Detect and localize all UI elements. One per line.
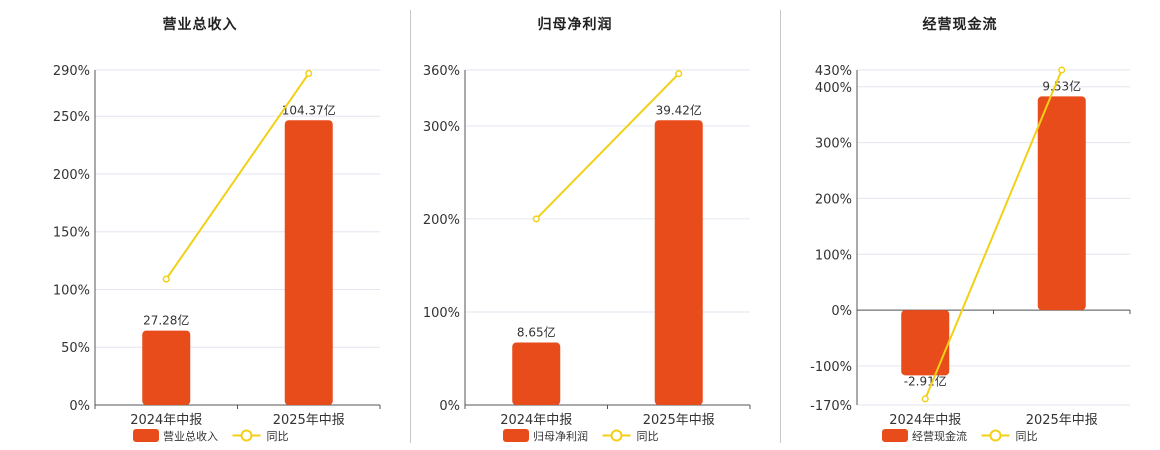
y-tick-label: 200% (815, 192, 852, 207)
y-tick-label: 0% (69, 399, 90, 414)
panel-net-profit: 归母净利润 0% 100% 200% 300% 360% 8.65亿 39.42亿 2024年… (375, 0, 775, 450)
y-tick-label: -100% (810, 360, 852, 375)
chart-title: 经营现金流 (922, 17, 998, 33)
chart-title: 归母净利润 (537, 17, 613, 33)
revenue-chart: 0% 50% 100% 150% 200% 250% 290% 27.28亿 104.37亿 20… (53, 64, 381, 443)
yoy-point (921, 395, 929, 403)
x-tick-label: 2024年中报 (889, 413, 961, 428)
net-profit-chart: 0% 100% 200% 300% 360% 8.65亿 39.42亿 2024年中报 2025… (423, 64, 751, 443)
panel-cashflow: 经营现金流 -170% -100% 0% 100% 200% 300% 400% 430% -2… (760, 0, 1160, 450)
y-tick-label: 290% (53, 64, 90, 79)
bar (1037, 96, 1086, 311)
y-tick-label: 200% (53, 168, 90, 183)
legend-bar-label: 营业总收入 (163, 429, 218, 443)
legend-line-marker (240, 429, 253, 442)
yoy-point (675, 70, 683, 78)
legend-line-label: 同比 (1016, 430, 1038, 443)
legend-line-marker (610, 429, 623, 442)
y-tick-label: -170% (810, 399, 852, 414)
legend-bar-swatch (882, 429, 908, 442)
x-tick-label: 2025年中报 (643, 413, 715, 428)
yoy-line (535, 73, 680, 220)
y-tick-label: 150% (53, 226, 90, 241)
x-tick-label: 2024年中报 (130, 413, 202, 428)
bar-value-label: -2.91亿 (904, 373, 947, 388)
bar (142, 330, 191, 405)
yoy-point (532, 215, 540, 223)
legend-bar-swatch (133, 429, 159, 442)
y-tick-label: 360% (423, 64, 460, 79)
x-tick-label: 2024年中报 (500, 413, 572, 428)
y-tick-label: 430% (815, 64, 852, 79)
legend-bar-label: 经营现金流 (912, 429, 967, 443)
y-tick-label: 300% (423, 120, 460, 135)
yoy-point (1058, 66, 1066, 74)
y-tick-label: 250% (53, 110, 90, 125)
bar (512, 342, 561, 405)
y-tick-label: 400% (815, 81, 852, 96)
bar-value-label: 27.28亿 (143, 313, 189, 328)
divider (410, 10, 411, 443)
chart-title: 营业总收入 (162, 17, 238, 33)
legend-line-marker (989, 429, 1002, 442)
y-tick-label: 100% (815, 248, 852, 263)
cashflow-chart: -170% -100% 0% 100% 200% 300% 400% 430% -2.91亿 9.… (810, 64, 1131, 443)
yoy-point (162, 275, 170, 283)
bar-value-label: 9.53亿 (1042, 78, 1081, 93)
bar (284, 120, 333, 405)
legend-bar-label: 归母净利润 (533, 429, 588, 443)
y-tick-label: 50% (61, 341, 90, 356)
legend-line-label: 同比 (637, 430, 659, 443)
yoy-line (924, 69, 1063, 400)
bar-value-label: 8.65亿 (517, 325, 556, 340)
legend-line-label: 同比 (267, 430, 289, 443)
bar-value-label: 104.37亿 (282, 102, 336, 117)
yoy-line (165, 72, 310, 280)
bar (654, 120, 703, 405)
bar (901, 310, 950, 376)
bar-value-label: 39.42亿 (656, 102, 702, 117)
x-tick-label: 2025年中报 (273, 413, 345, 428)
y-tick-label: 300% (815, 137, 852, 152)
y-tick-label: 0% (439, 399, 460, 414)
panel-revenue: 营业总收入 0% 50% 100% 150% 200% 250% 290% 27.28亿 104… (0, 0, 400, 450)
x-tick-label: 2025年中报 (1026, 413, 1098, 428)
divider (780, 10, 781, 443)
y-tick-label: 0% (831, 304, 852, 319)
y-tick-label: 100% (53, 283, 90, 298)
legend-bar-swatch (503, 429, 529, 442)
y-tick-label: 200% (423, 213, 460, 228)
yoy-point (305, 69, 313, 78)
y-tick-label: 100% (423, 306, 460, 321)
